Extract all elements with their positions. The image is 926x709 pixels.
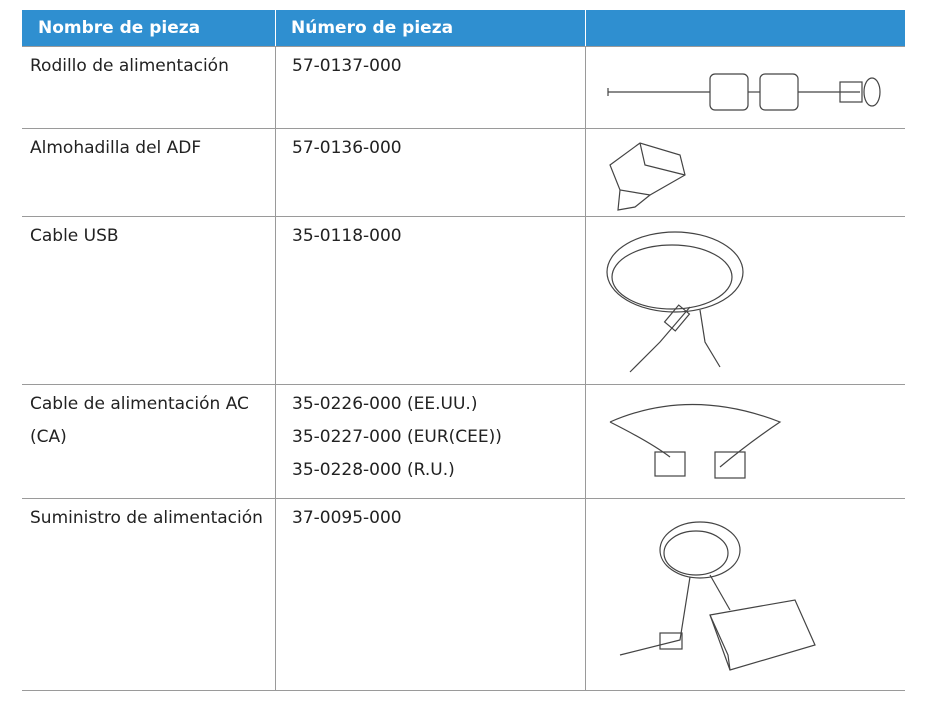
- header-cell: [276, 10, 585, 46]
- part-name: Almohadilla del ADF: [30, 138, 202, 158]
- part-number: 35-0228-000 (R.U.): [292, 460, 455, 480]
- part-number: 57-0136-000: [292, 138, 402, 158]
- column-line: [585, 46, 586, 690]
- row-line: [22, 216, 905, 217]
- header-text: Nombre de pieza: [38, 18, 201, 38]
- roller-image: [607, 73, 881, 111]
- part-name: Rodillo de alimentación: [30, 56, 229, 76]
- pad-image: [609, 142, 686, 211]
- usb-cable-image: [606, 231, 744, 373]
- header-cell: [22, 10, 275, 46]
- row-line: [22, 384, 905, 385]
- part-number: 35-0118-000: [292, 226, 402, 246]
- part-name: Cable de alimentación AC (CA): [30, 394, 249, 447]
- column-line: [275, 46, 276, 690]
- header-cell: [586, 10, 905, 46]
- part-number: 35-0227-000 (EUR(CEE)): [292, 427, 502, 447]
- header-text: Número de pieza: [291, 18, 454, 38]
- part-number: 37-0095-000: [292, 508, 402, 528]
- row-line: [22, 690, 905, 691]
- part-name: Suministro de alimentación: [30, 508, 263, 528]
- power-supply-image: [619, 521, 816, 671]
- power-cord-image: [609, 403, 782, 479]
- row-line: [22, 128, 905, 129]
- part-number: 57-0137-000: [292, 56, 402, 76]
- part-number: 35-0226-000 (EE.UU.): [292, 394, 478, 414]
- row-line: [22, 498, 905, 499]
- part-name: Cable USB: [30, 226, 119, 246]
- row-line: [22, 46, 905, 47]
